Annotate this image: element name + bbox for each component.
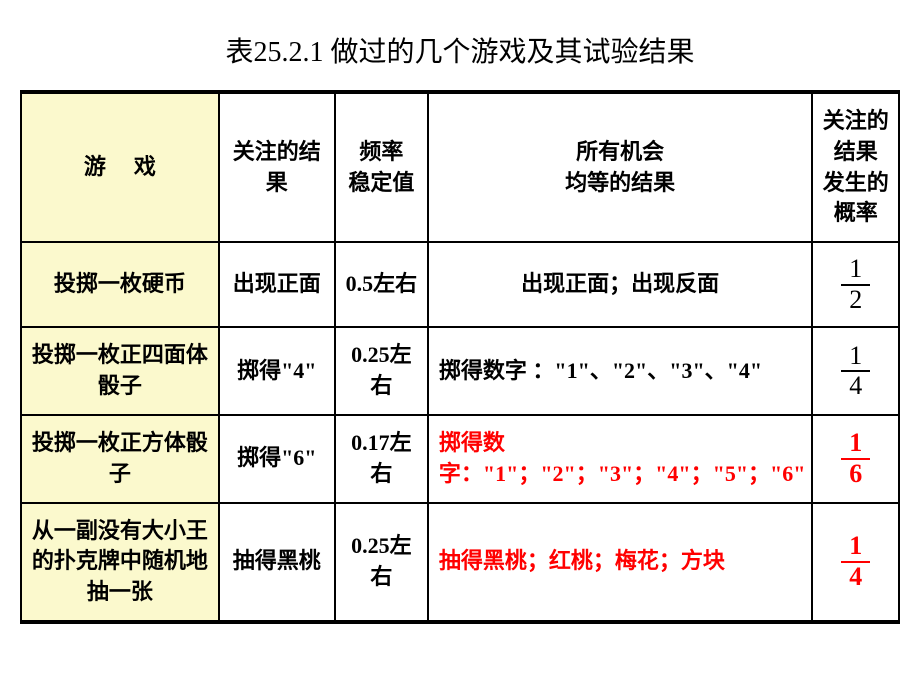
all-cell: 掷得数字 ："1"、"2"、"3"、"4"	[428, 327, 813, 415]
table-row: 从一副没有大小王的扑克牌中随机地抽一张 抽得黑桃 0.25左右 抽得黑桃；红桃；…	[21, 503, 899, 622]
header-attention: 关注的结果	[219, 92, 335, 242]
attention-cell: 掷得"4"	[219, 327, 335, 415]
header-all-outcomes: 所有机会 均等的结果	[428, 92, 813, 242]
table-row: 投掷一枚硬币 出现正面 0.5左右 出现正面；出现反面 1 2	[21, 242, 899, 327]
attention-cell: 掷得"6"	[219, 415, 335, 503]
fraction: 1 6	[841, 429, 870, 488]
prob-cell: 1 4	[812, 327, 899, 415]
all-cell: 掷得数字："1"；"2"；"3"；"4"；"5"；"6"	[428, 415, 813, 503]
results-table: 游戏 关注的结果 频率 稳定值 所有机会 均等的结果 关注的结果 发生的概率	[20, 90, 900, 624]
table-container: 表25.2.1 做过的几个游戏及其试验结果 游戏 关注的结果 频率 稳定值 所有…	[20, 30, 900, 624]
all-cell: 出现正面；出现反面	[428, 242, 813, 327]
freq-cell: 0.25左右	[335, 327, 428, 415]
header-probability: 关注的结果 发生的概率	[812, 92, 899, 242]
header-row: 游戏 关注的结果 频率 稳定值 所有机会 均等的结果 关注的结果 发生的概率	[21, 92, 899, 242]
all-cell: 抽得黑桃；红桃；梅花；方块	[428, 503, 813, 622]
attention-cell: 抽得黑桃	[219, 503, 335, 622]
game-cell: 从一副没有大小王的扑克牌中随机地抽一张	[21, 503, 219, 622]
game-cell: 投掷一枚硬币	[21, 242, 219, 327]
fraction: 1 4	[841, 342, 870, 401]
game-cell: 投掷一枚正方体骰子	[21, 415, 219, 503]
freq-cell: 0.25左右	[335, 503, 428, 622]
prob-cell: 1 4	[812, 503, 899, 622]
fraction: 1 4	[841, 532, 870, 591]
freq-cell: 0.17左右	[335, 415, 428, 503]
prob-cell: 1 6	[812, 415, 899, 503]
attention-cell: 出现正面	[219, 242, 335, 327]
header-frequency: 频率 稳定值	[335, 92, 428, 242]
table-row: 投掷一枚正四面体骰子 掷得"4" 0.25左右 掷得数字 ："1"、"2"、"3…	[21, 327, 899, 415]
table-row: 投掷一枚正方体骰子 掷得"6" 0.17左右 掷得数字："1"；"2"；"3"；…	[21, 415, 899, 503]
fraction: 1 2	[841, 255, 870, 314]
freq-cell: 0.5左右	[335, 242, 428, 327]
header-game: 游戏	[21, 92, 219, 242]
game-cell: 投掷一枚正四面体骰子	[21, 327, 219, 415]
prob-cell: 1 2	[812, 242, 899, 327]
table-title: 表25.2.1 做过的几个游戏及其试验结果	[20, 30, 900, 70]
